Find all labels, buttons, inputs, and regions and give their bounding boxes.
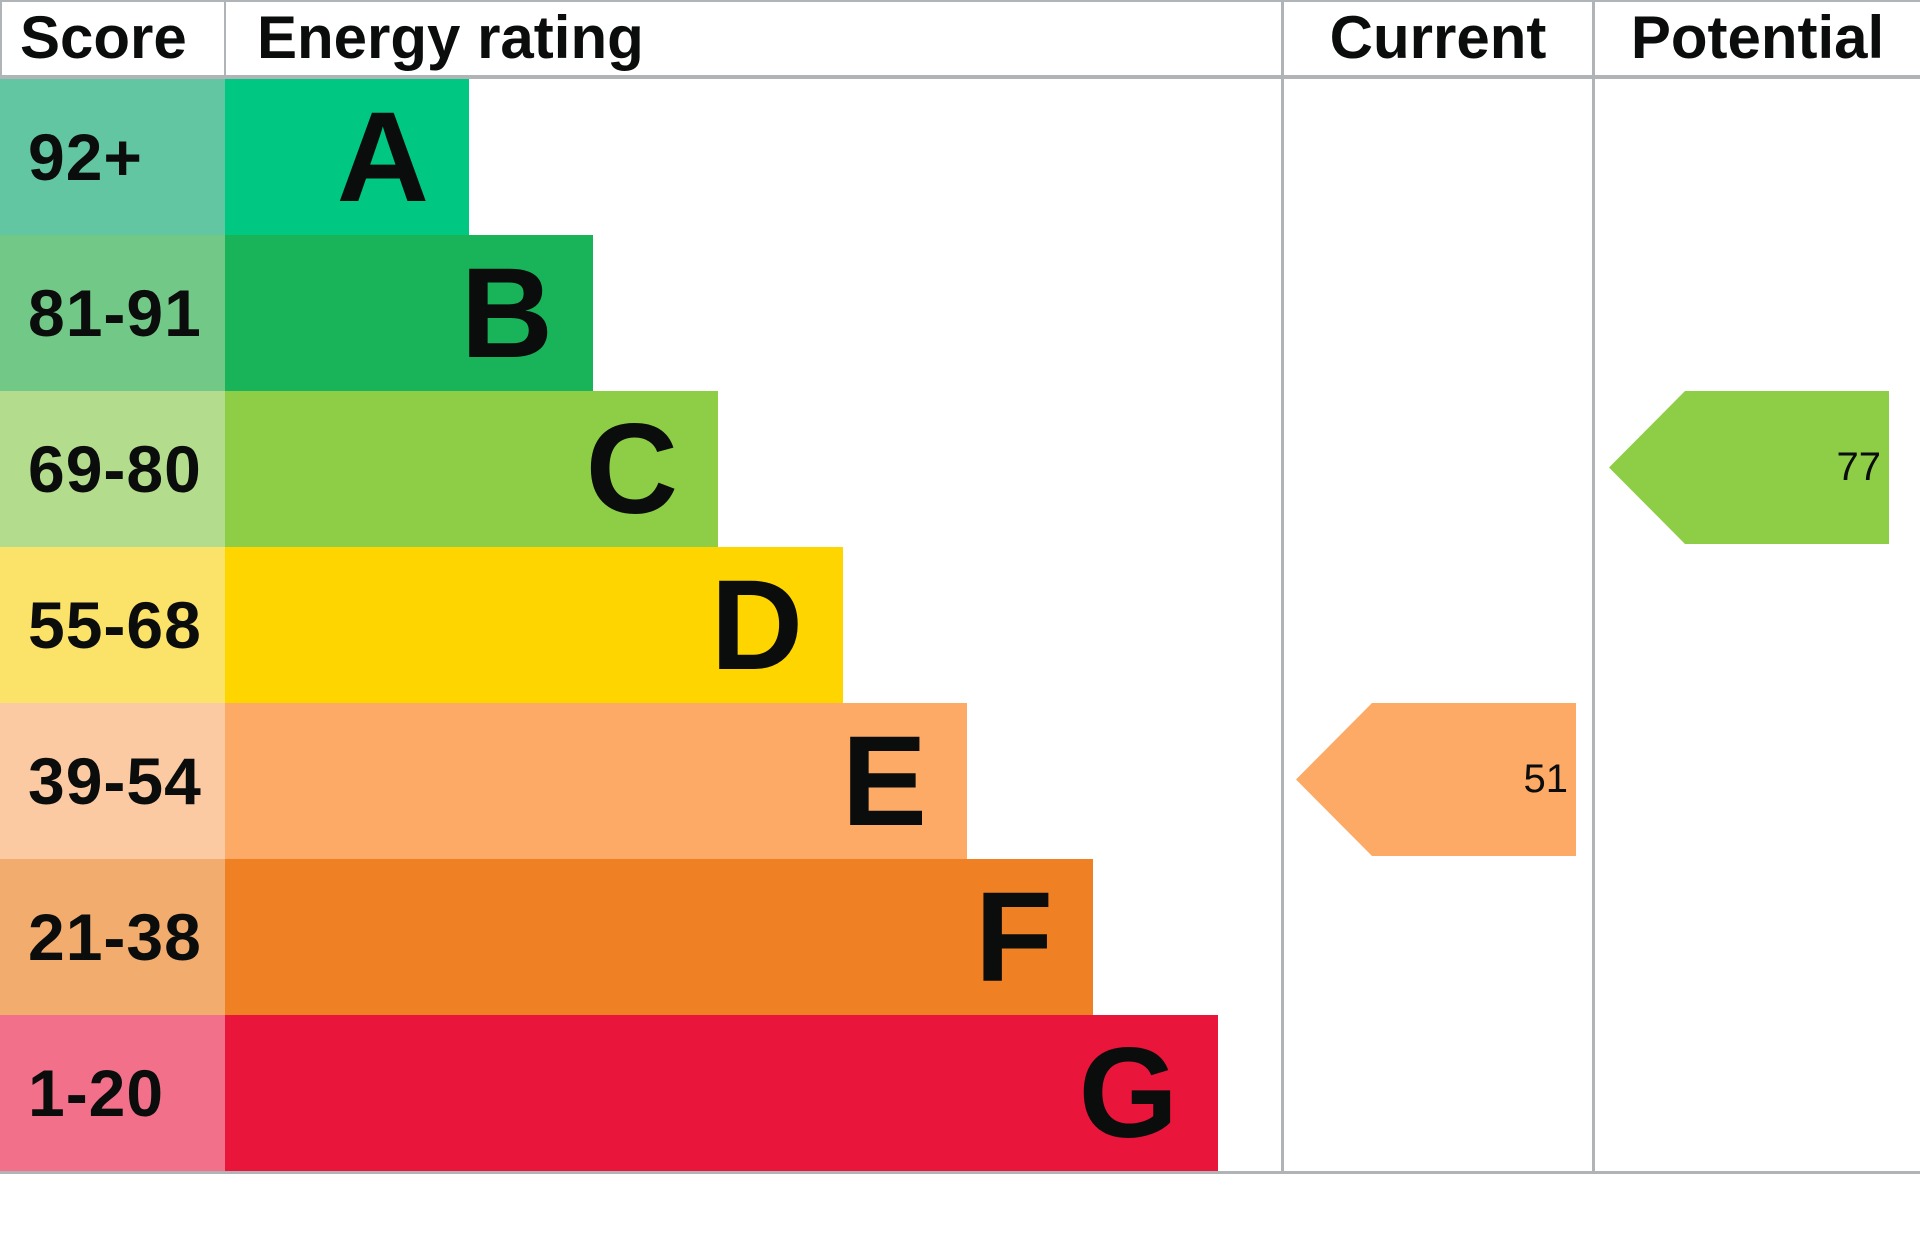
band-bar-b: B	[225, 235, 593, 391]
score-column-divider	[224, 0, 226, 76]
band-bar-a: A	[225, 79, 469, 235]
table-bottom-border	[0, 1171, 1920, 1174]
potential-rating-value: 77	[1836, 445, 1882, 489]
band-score-range-g: 1-20	[0, 1015, 225, 1171]
current-rating-arrow: 51	[1296, 703, 1576, 856]
table-top-border	[0, 0, 1920, 2]
current-column-divider	[1281, 0, 1284, 1174]
potential-column-divider	[1592, 0, 1595, 1174]
energy-rating-header: Energy rating	[257, 4, 644, 71]
score-header: Score	[20, 4, 187, 71]
current-header: Current	[1329, 4, 1547, 71]
band-bar-f: F	[225, 859, 1093, 1015]
table-left-border	[0, 0, 2, 76]
band-score-range-d: 55-68	[0, 547, 225, 703]
header-bottom-border	[0, 75, 1920, 79]
potential-header: Potential	[1630, 4, 1885, 71]
band-score-range-c: 69-80	[0, 391, 225, 547]
current-rating-value: 51	[1523, 757, 1569, 801]
band-bar-d: D	[225, 547, 843, 703]
band-score-range-f: 21-38	[0, 859, 225, 1015]
band-score-range-e: 39-54	[0, 703, 225, 859]
band-score-range-a: 92+	[0, 79, 225, 235]
band-bar-c: C	[225, 391, 718, 547]
potential-rating-arrow: 77	[1609, 391, 1889, 544]
band-bar-e: E	[225, 703, 967, 859]
band-score-range-b: 81-91	[0, 235, 225, 391]
band-bar-g: G	[225, 1015, 1218, 1171]
